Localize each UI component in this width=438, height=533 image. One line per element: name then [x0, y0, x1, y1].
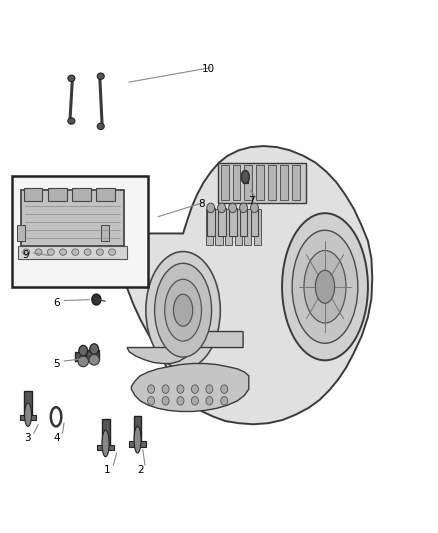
Bar [244, 209, 251, 245]
Ellipse shape [191, 397, 198, 405]
Text: 4: 4 [53, 433, 60, 443]
Ellipse shape [315, 270, 335, 303]
Bar [243, 177, 248, 183]
Ellipse shape [221, 385, 228, 393]
Bar [20, 415, 36, 420]
Ellipse shape [92, 294, 101, 305]
Ellipse shape [162, 385, 169, 393]
Bar [18, 246, 127, 259]
Bar [218, 163, 306, 203]
Bar [235, 209, 242, 245]
Ellipse shape [251, 203, 258, 213]
Ellipse shape [68, 75, 75, 82]
Bar [48, 188, 67, 201]
Bar [102, 419, 110, 447]
Ellipse shape [218, 203, 226, 213]
Bar [254, 209, 261, 245]
Ellipse shape [148, 385, 155, 393]
Text: 2: 2 [137, 465, 144, 475]
Ellipse shape [191, 385, 198, 393]
Bar [225, 209, 232, 245]
Ellipse shape [72, 249, 79, 255]
Text: 10: 10 [201, 64, 215, 74]
Bar [233, 165, 240, 200]
Ellipse shape [282, 213, 368, 360]
Ellipse shape [177, 385, 184, 393]
Polygon shape [123, 146, 372, 424]
Ellipse shape [97, 73, 104, 79]
Ellipse shape [79, 345, 88, 356]
Polygon shape [127, 332, 243, 364]
Bar [24, 188, 42, 201]
Ellipse shape [177, 397, 184, 405]
Ellipse shape [304, 251, 346, 323]
Bar [268, 165, 276, 200]
Ellipse shape [207, 203, 215, 213]
Text: 3: 3 [24, 433, 31, 443]
Ellipse shape [25, 403, 32, 426]
Bar [24, 391, 32, 417]
Bar [292, 165, 300, 200]
Bar [218, 208, 226, 236]
Ellipse shape [90, 344, 99, 354]
Bar [21, 190, 124, 246]
Bar [96, 188, 115, 201]
Ellipse shape [206, 397, 213, 405]
Bar [101, 225, 109, 241]
Bar [72, 188, 91, 201]
Ellipse shape [47, 249, 54, 255]
Ellipse shape [206, 385, 213, 393]
Ellipse shape [162, 397, 169, 405]
Text: 9: 9 [22, 250, 29, 260]
Bar [244, 165, 252, 200]
Bar [97, 445, 114, 450]
Bar [240, 208, 247, 236]
Text: 1: 1 [104, 465, 111, 475]
Ellipse shape [102, 430, 109, 457]
Bar [17, 225, 25, 241]
Ellipse shape [292, 230, 358, 343]
Text: 5: 5 [53, 359, 60, 368]
Ellipse shape [35, 249, 42, 255]
Bar [229, 208, 237, 236]
Ellipse shape [78, 356, 88, 367]
Ellipse shape [97, 123, 104, 130]
Ellipse shape [146, 252, 220, 369]
Polygon shape [131, 364, 249, 411]
Ellipse shape [60, 249, 67, 255]
Ellipse shape [109, 249, 116, 255]
Bar [215, 209, 223, 245]
Bar [251, 208, 258, 236]
Ellipse shape [68, 118, 75, 124]
Ellipse shape [165, 279, 201, 341]
Bar [256, 165, 264, 200]
Ellipse shape [148, 397, 155, 405]
Ellipse shape [229, 203, 237, 213]
Ellipse shape [241, 171, 249, 183]
Ellipse shape [240, 203, 247, 213]
Text: 8: 8 [198, 199, 205, 208]
Bar [206, 209, 213, 245]
Text: 6: 6 [53, 298, 60, 308]
Ellipse shape [155, 263, 212, 357]
Bar [12, 176, 148, 287]
Ellipse shape [84, 249, 91, 255]
Ellipse shape [96, 249, 103, 255]
Ellipse shape [173, 294, 193, 326]
Bar [221, 165, 229, 200]
Bar [86, 350, 99, 360]
Ellipse shape [221, 397, 228, 405]
Ellipse shape [89, 354, 99, 365]
Bar [75, 352, 88, 361]
Bar [280, 165, 288, 200]
Ellipse shape [134, 426, 141, 453]
Bar [207, 208, 215, 236]
Bar [134, 416, 141, 443]
Text: 7: 7 [248, 197, 255, 206]
Ellipse shape [23, 249, 30, 255]
Bar [129, 441, 146, 447]
